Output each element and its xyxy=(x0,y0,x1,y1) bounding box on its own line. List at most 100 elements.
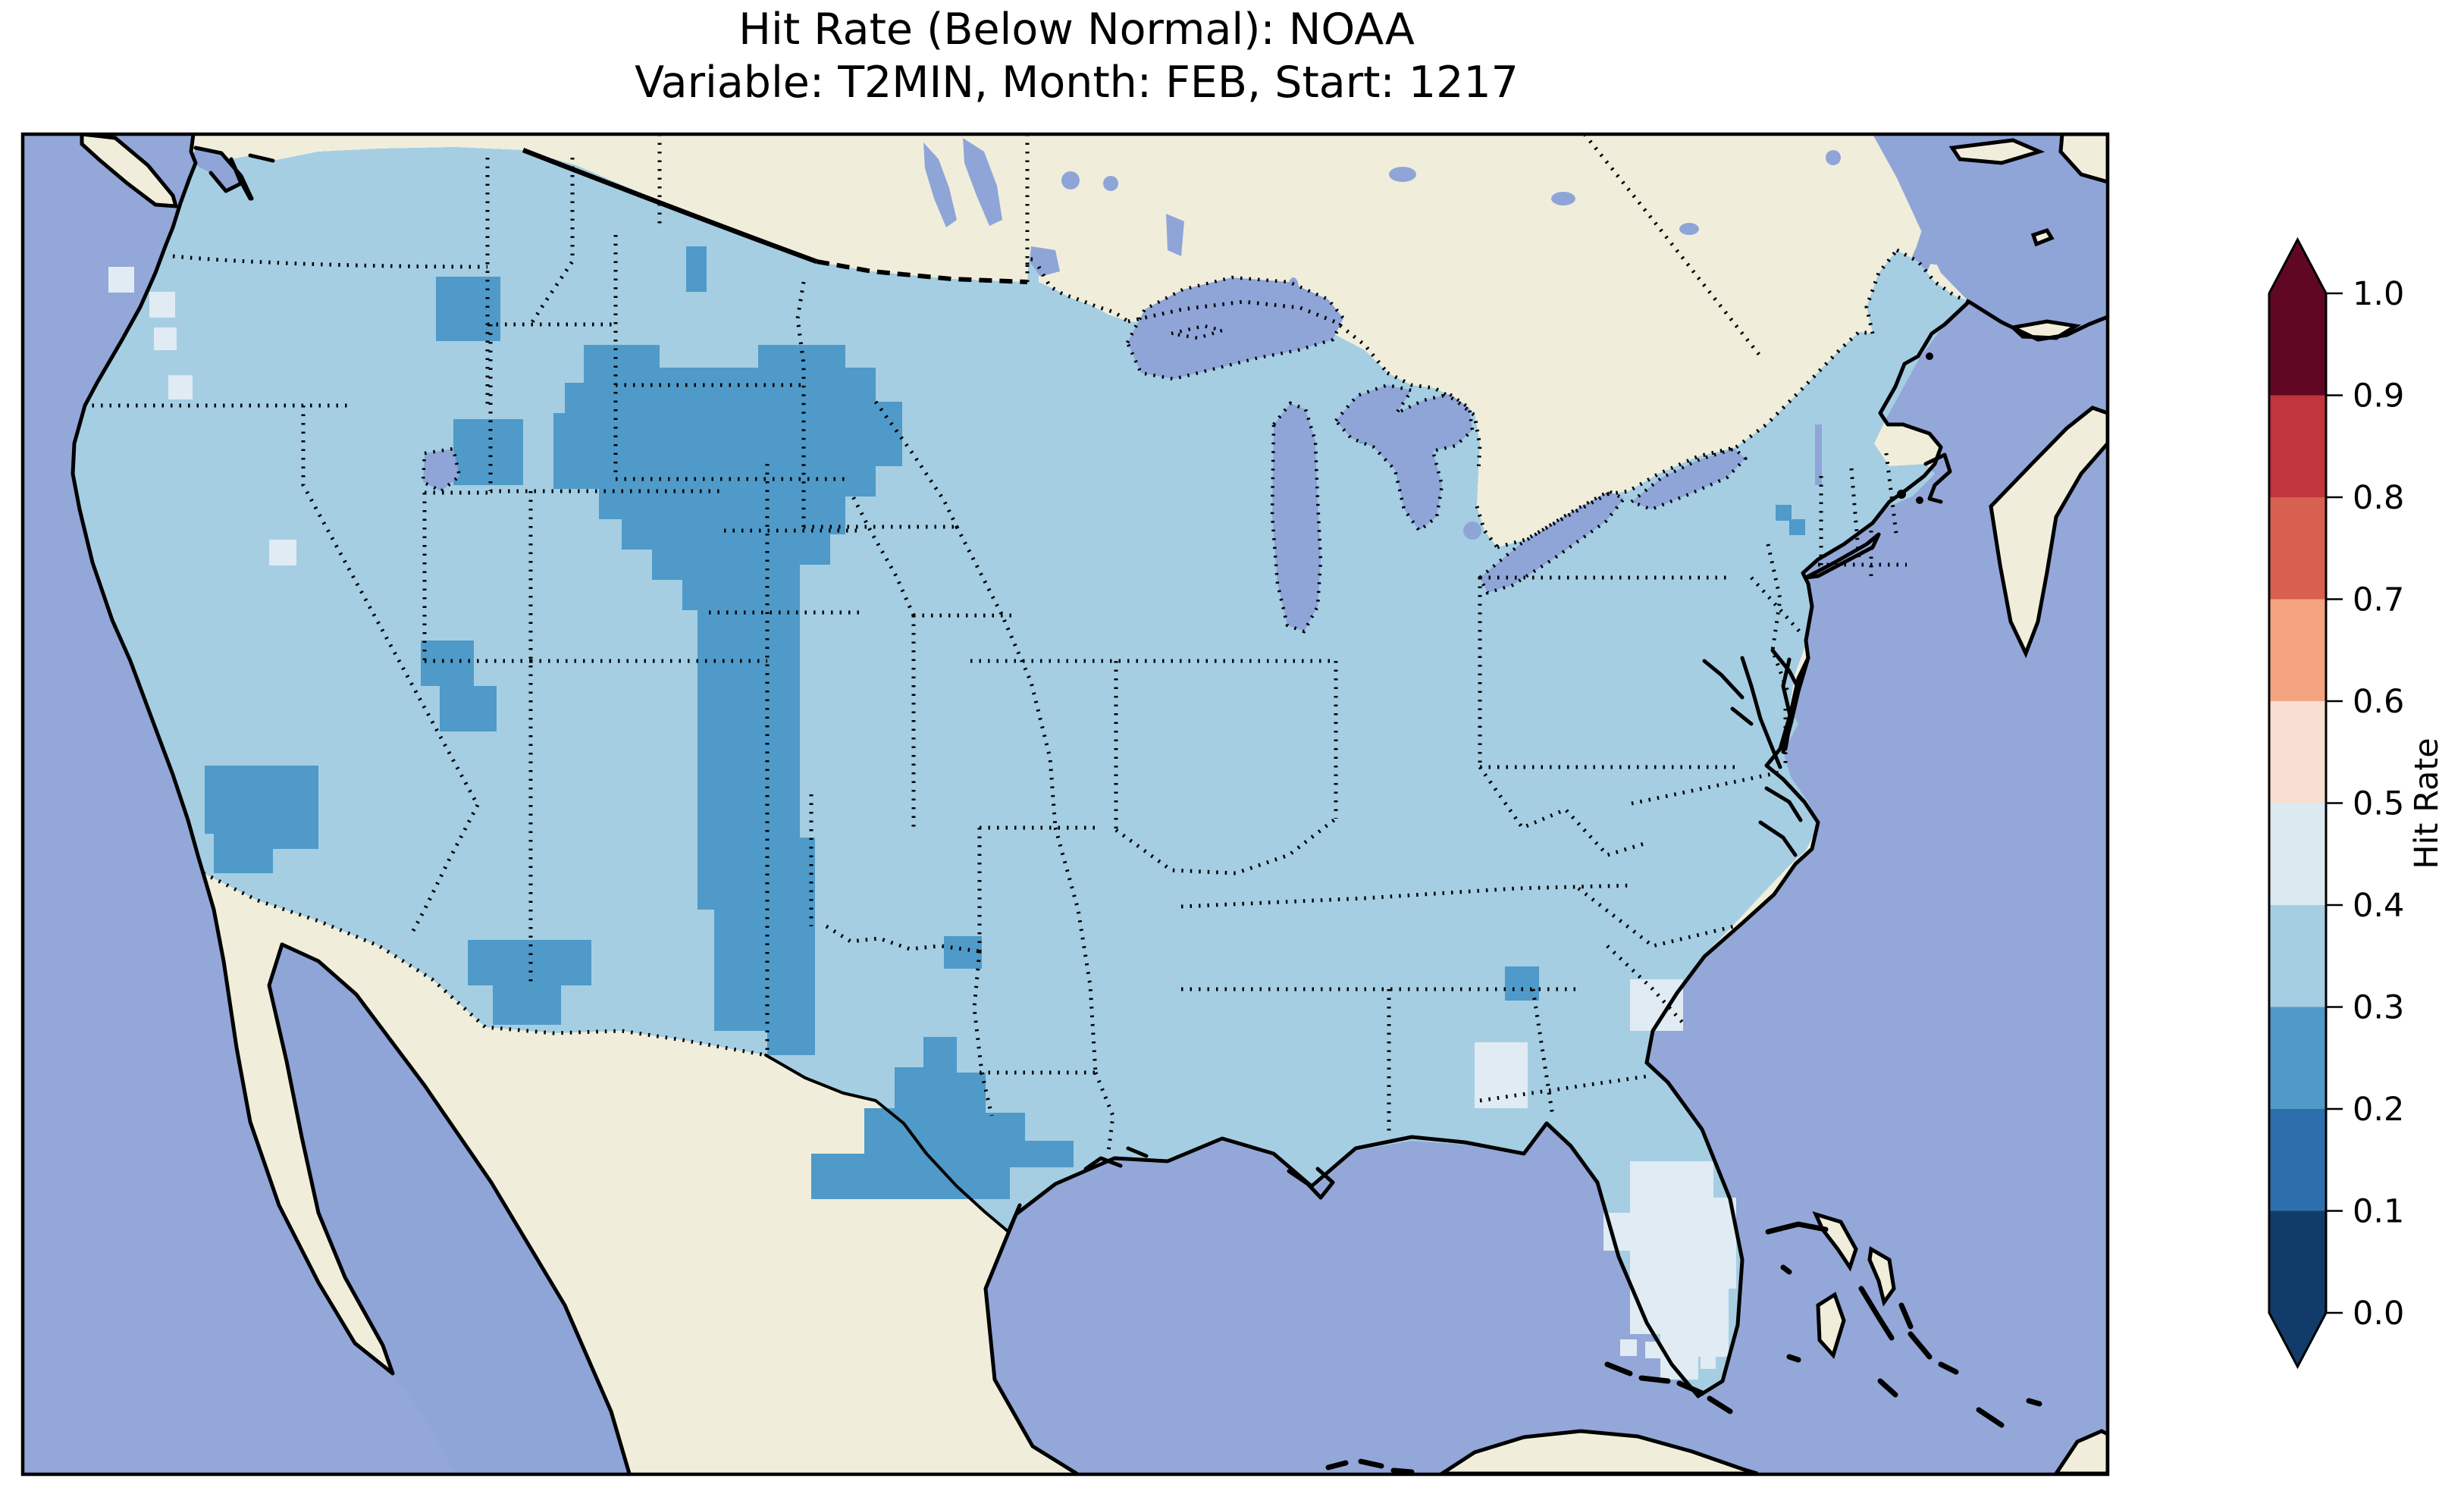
state-borders-central xyxy=(804,400,1115,1153)
baja-coastline xyxy=(201,871,395,1376)
canada-lake-3 xyxy=(1389,167,1416,182)
cuba xyxy=(1437,1429,1758,1474)
california-cell-2 xyxy=(149,292,175,318)
keys-cell-2 xyxy=(1645,1342,1662,1358)
north-dakota-cells xyxy=(686,246,707,292)
hit-rate-dark-patches xyxy=(205,246,1805,1199)
louisiana-marsh xyxy=(1083,1146,1335,1200)
cbar-band-0.7-0.8 xyxy=(2269,497,2326,600)
ne-island-dot-2 xyxy=(1916,496,1923,504)
ny-hudson-cell-2 xyxy=(1789,519,1805,535)
grand-bahama xyxy=(1765,1221,1829,1235)
ne-texas-cell xyxy=(944,936,982,969)
ny-hudson-cell-1 xyxy=(1776,505,1792,521)
lake-outlines-dotted xyxy=(421,275,1748,634)
chesapeake-squiggles xyxy=(1702,648,1810,769)
lake-winnipegosis xyxy=(923,143,957,227)
tick-label-0.3: 0.3 xyxy=(2353,989,2404,1027)
keys-cell-1 xyxy=(1620,1339,1637,1356)
lake-huron xyxy=(1336,385,1472,531)
cbar-arrow-under xyxy=(2269,1313,2326,1367)
hit-rate-light-patches xyxy=(108,267,1736,1380)
tiny-islands xyxy=(1897,352,1933,504)
lake-st-clair xyxy=(1463,521,1481,540)
coastlines xyxy=(71,134,2108,1474)
lake-of-the-woods xyxy=(1030,246,1060,277)
canada-lake-2 xyxy=(1103,176,1118,191)
us-canada-border-dashed xyxy=(816,259,1028,284)
keys-cell-4 xyxy=(1701,1355,1716,1369)
florida-light xyxy=(1603,1161,1736,1380)
california-cell-3 xyxy=(154,327,177,350)
dotted-borders xyxy=(83,134,1970,1153)
gulf-of-california xyxy=(269,944,629,1474)
colorbar-bands xyxy=(2269,240,2326,1367)
arizona-patch-2 xyxy=(440,686,497,731)
se-arizona-border-patch xyxy=(468,940,591,1025)
carolina-coast-light xyxy=(1630,979,1683,1031)
cbar-band-0.2-0.3 xyxy=(2269,1007,2326,1109)
cbar-band-0.0-0.1 xyxy=(2269,1211,2326,1313)
georgia-light-patch xyxy=(1475,1042,1528,1108)
colorbar-tick-labels: 1.0 0.9 0.8 0.7 0.6 0.5 0.4 0.3 0.2 0.1 … xyxy=(2353,275,2404,1333)
vancouver-island xyxy=(80,134,179,208)
gulf-atlantic-coastline xyxy=(1006,299,1971,1398)
magdalen-islands xyxy=(2030,227,2055,247)
california-cell-1 xyxy=(108,267,134,293)
cbar-band-0.3-0.4 xyxy=(2269,905,2326,1007)
cbar-band-0.9-1.0 xyxy=(2269,293,2326,396)
maine-island-dot xyxy=(1926,352,1933,360)
colorbar: 1.0 0.9 0.8 0.7 0.6 0.5 0.4 0.3 0.2 0.1 … xyxy=(2268,236,2446,1370)
us-mexico-border xyxy=(202,871,766,1057)
cbar-band-0.5-0.6 xyxy=(2269,701,2326,803)
texas-dark-fan xyxy=(811,1037,1074,1199)
tick-label-0.9: 0.9 xyxy=(2353,377,2404,415)
cbar-arrow-over xyxy=(2269,240,2326,293)
new-brunswick-coastline xyxy=(1967,299,2108,342)
tick-label-0.8: 0.8 xyxy=(2353,479,2404,517)
tick-label-0.1: 0.1 xyxy=(2353,1193,2404,1231)
nevada-cell xyxy=(269,540,296,565)
tick-label-0.5: 0.5 xyxy=(2353,785,2404,823)
cuba-west-cays xyxy=(1325,1458,1415,1474)
us-canada-border-solid xyxy=(522,147,818,265)
andros-island xyxy=(1816,1292,1846,1359)
canada-lake-7 xyxy=(1288,277,1299,299)
cbar-band-0.6-0.7 xyxy=(2269,599,2326,701)
utah-wyoming-patch xyxy=(453,419,523,485)
canada-lake-4 xyxy=(1551,192,1575,205)
socal-coast-patch xyxy=(205,766,318,873)
lake-winnipeg xyxy=(963,138,1002,226)
canada-lake-5 xyxy=(1679,223,1699,235)
plains-dark-blob xyxy=(553,345,902,610)
montana-patch xyxy=(436,277,500,341)
puget-squiggles xyxy=(193,146,275,201)
lake-erie xyxy=(1480,491,1624,593)
tick-label-0.0: 0.0 xyxy=(2353,1295,2404,1333)
map-panel xyxy=(23,134,2108,1474)
tick-label-0.2: 0.2 xyxy=(2353,1091,2404,1129)
cbar-band-0.8-0.9 xyxy=(2269,395,2326,497)
us-canada-border-east xyxy=(1025,248,1970,550)
florida-keys-arc xyxy=(1604,1361,1733,1414)
tick-label-1.0: 1.0 xyxy=(2353,275,2404,313)
tick-label-0.7: 0.7 xyxy=(2353,581,2404,619)
arizona-patch-1 xyxy=(421,641,474,686)
nova-scotia xyxy=(1989,406,2108,659)
canada-lake-6 xyxy=(1826,150,1841,165)
newfoundland-corner xyxy=(2058,134,2108,184)
gulf-of-st-lawrence xyxy=(1873,134,2108,340)
lake-champlain xyxy=(1815,424,1822,485)
mexico-gulf-coastline xyxy=(983,1203,1079,1474)
keys-cell-3 xyxy=(1670,1343,1687,1360)
lake-ontario xyxy=(1632,449,1745,509)
cbar-band-0.4-0.5 xyxy=(2269,803,2326,905)
chart-title: Hit Rate (Below Normal): NOAA xyxy=(738,5,1415,55)
long-island xyxy=(1804,532,1881,580)
mexico-mainland-coastline xyxy=(280,942,632,1474)
canada-lake-1 xyxy=(1061,171,1080,189)
ne-island-dot-1 xyxy=(1897,490,1906,499)
cbar-band-0.1-0.2 xyxy=(2269,1109,2326,1211)
